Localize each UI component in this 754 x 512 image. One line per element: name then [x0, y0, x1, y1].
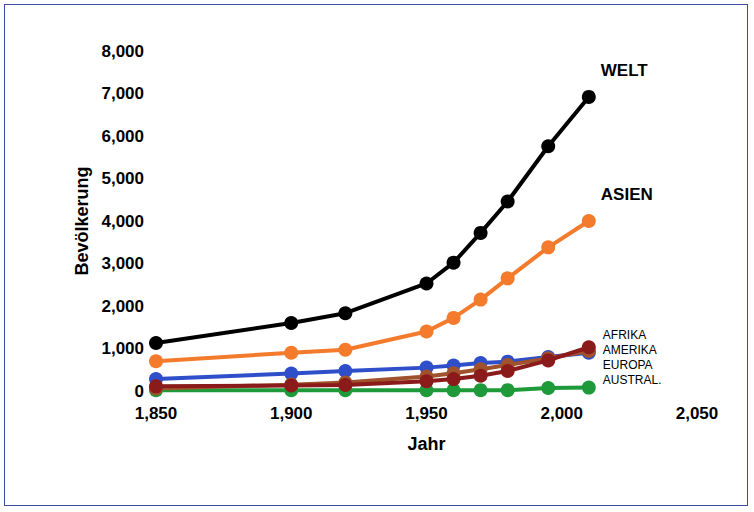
svg-text:3,000: 3,000 [101, 254, 144, 273]
svg-text:2,000: 2,000 [540, 404, 583, 423]
svg-text:4,000: 4,000 [101, 212, 144, 231]
svg-text:5,000: 5,000 [101, 169, 144, 188]
svg-text:0: 0 [135, 382, 144, 401]
svg-text:1,850: 1,850 [135, 404, 178, 423]
svg-text:WELT: WELT [601, 61, 649, 80]
svg-text:AUSTRAL.: AUSTRAL. [603, 373, 662, 387]
svg-text:AMERIKA: AMERIKA [603, 343, 657, 357]
svg-text:2,050: 2,050 [676, 404, 719, 423]
svg-text:AFRIKA: AFRIKA [603, 328, 646, 342]
svg-text:2,000: 2,000 [101, 297, 144, 316]
svg-text:1,950: 1,950 [405, 404, 448, 423]
svg-text:Jahr: Jahr [407, 434, 445, 454]
svg-text:EUROPA: EUROPA [603, 358, 653, 372]
svg-text:6,000: 6,000 [101, 127, 144, 146]
svg-text:7,000: 7,000 [101, 84, 144, 103]
svg-text:Bevölkerung: Bevölkerung [72, 166, 92, 275]
svg-text:1,000: 1,000 [101, 339, 144, 358]
svg-text:ASIEN: ASIEN [601, 185, 653, 204]
svg-text:8,000: 8,000 [101, 42, 144, 61]
svg-text:1,900: 1,900 [270, 404, 313, 423]
